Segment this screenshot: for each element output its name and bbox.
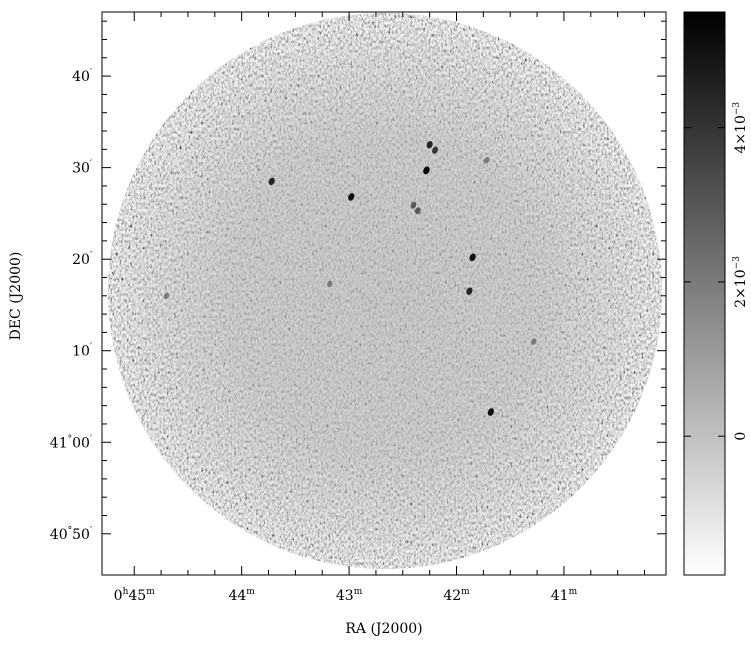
radio-source: [423, 166, 430, 175]
y-tick-label: 41°00′: [50, 434, 92, 451]
radio-source: [432, 146, 438, 154]
radio-source: [466, 287, 473, 295]
plot-frame: [101, 11, 667, 576]
y-axis-title: DEC (J2000): [8, 252, 24, 341]
radio-source: [410, 201, 417, 209]
x-tick-label: 42m: [443, 587, 470, 604]
x-tick-label: 43m: [336, 587, 363, 604]
radio-source: [487, 408, 495, 416]
radio-source: [531, 338, 537, 345]
x-tick-label: 41m: [551, 587, 578, 604]
radio-source: [163, 292, 170, 300]
radio-source: [483, 157, 490, 164]
colorbar-ticks: 0 2×10−3 4×10−3: [684, 102, 749, 441]
radio-source: [348, 193, 355, 201]
x-axis-title: RA (J2000): [345, 621, 422, 637]
radio-image-field: [108, 13, 662, 569]
radio-source: [469, 253, 476, 262]
colorbar-tick-label: 0: [733, 432, 749, 441]
colorbar-tick-label: 4×10−3: [732, 102, 749, 154]
y-ticks: 40′ 30′ 20′ 10′ 41°00′ 40°50′: [50, 20, 666, 543]
colorbar: [683, 11, 726, 576]
y-tick-label: 20′: [72, 251, 92, 268]
y-tick-label: 10′: [72, 343, 92, 360]
y-tick-label: 40′: [72, 68, 92, 85]
x-ticks: 0h45m 44m 43m 42m 41m: [114, 12, 646, 604]
radio-source: [327, 280, 333, 288]
x-tick-label: 44m: [228, 587, 255, 604]
x-tick-label: 0h45m: [114, 587, 156, 604]
radio-source: [426, 141, 433, 149]
y-tick-label: 30′: [72, 160, 92, 177]
radio-source: [268, 177, 275, 186]
colorbar-tick-label: 2×10−3: [732, 256, 749, 308]
radio-source: [415, 207, 421, 215]
y-tick-label: 40°50′: [50, 526, 92, 543]
sources-layer: [163, 141, 537, 416]
field-noise-edge: [108, 13, 662, 569]
